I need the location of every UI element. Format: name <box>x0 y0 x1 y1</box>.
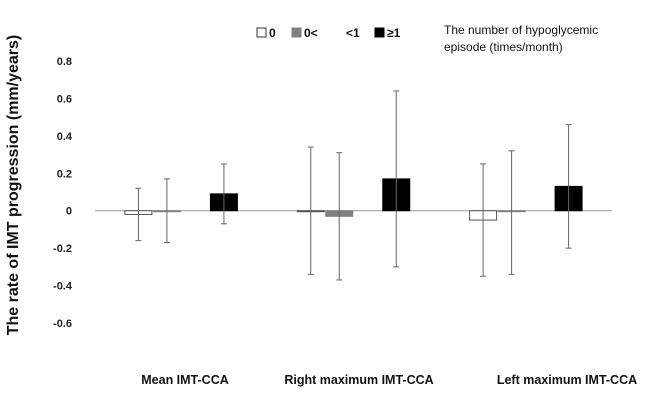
y-axis-ticks: 0.8 0.6 0.4 0.2 0 -0.2 -0.4 -0.6 <box>53 56 73 330</box>
error-bars <box>135 90 572 281</box>
legend-swatch <box>374 27 385 38</box>
y-tick-label: 0.8 <box>57 56 72 68</box>
y-axis-title-group: The rate of IMT progression (mm/years) <box>5 35 22 336</box>
bar-series <box>124 178 583 221</box>
y-axis-title: The rate of IMT progression (mm/years) <box>5 35 22 336</box>
y-tick-label: 0 <box>66 206 72 218</box>
y-tick-label: -0.6 <box>53 318 72 330</box>
legend-label: <1 <box>346 26 360 40</box>
legend-title-line: The number of hypoglycemic <box>444 23 598 37</box>
legend-swatch <box>256 27 267 38</box>
legend-title-line: episode (times/month) <box>444 40 563 54</box>
x-category-label: Right maximum IMT-CCA <box>284 373 433 387</box>
y-tick-label: 0.4 <box>57 131 73 143</box>
legend-label: 0< <box>304 26 318 40</box>
y-tick-label: -0.2 <box>53 243 72 255</box>
legend: 0 0< <1 ≥1 <box>256 26 401 40</box>
legend-swatch <box>291 27 302 38</box>
x-category-label: Left maximum IMT-CCA <box>497 373 637 387</box>
legend-label: 0 <box>269 26 276 40</box>
y-tick-label: -0.4 <box>53 281 73 293</box>
x-category-label: Mean IMT-CCA <box>141 373 229 387</box>
legend-title: The number of hypoglycemic episode (times… <box>444 23 598 54</box>
y-tick-label: 0.2 <box>57 168 72 180</box>
legend-label: ≥1 <box>387 26 401 40</box>
x-axis-categories: Mean IMT-CCA Right maximum IMT-CCA Left ma… <box>141 373 637 387</box>
y-tick-label: 0.6 <box>57 93 72 105</box>
